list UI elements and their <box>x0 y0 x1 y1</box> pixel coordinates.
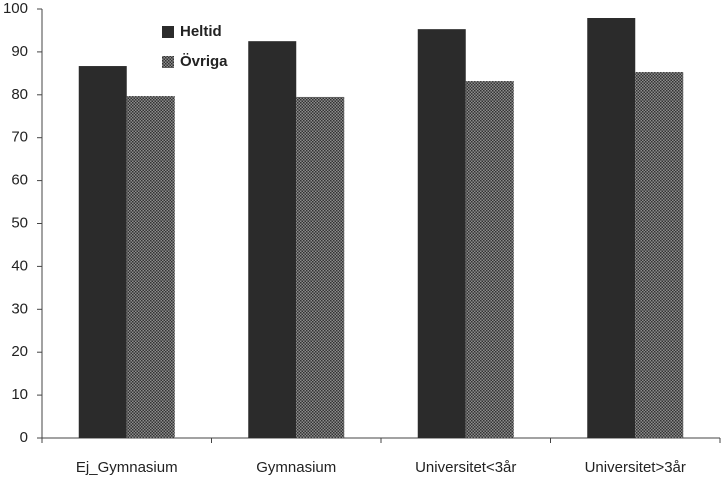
bar <box>465 81 514 439</box>
legend: Heltid Övriga <box>162 23 228 70</box>
legend-label: Heltid <box>180 23 222 40</box>
legend-swatch <box>162 56 174 68</box>
bar <box>248 41 297 439</box>
x-tick-label: Universitet<3år <box>415 459 516 476</box>
y-tick-label: 30 <box>11 300 28 317</box>
legend-label: Övriga <box>180 53 228 70</box>
y-tick-label: 80 <box>11 86 28 103</box>
y-tick-label: 40 <box>11 257 28 274</box>
bar <box>78 66 127 438</box>
x-tick-label: Ej_Gymnasium <box>76 459 178 476</box>
bar <box>126 96 175 438</box>
y-tick-label: 70 <box>11 129 28 146</box>
y-tick-label: 90 <box>11 43 28 60</box>
bar <box>635 72 684 439</box>
bar <box>587 18 636 438</box>
y-tick-label: 60 <box>11 172 28 189</box>
y-tick-label: 0 <box>20 429 28 446</box>
bar <box>296 96 345 438</box>
bar <box>417 29 466 439</box>
y-tick-label: 50 <box>11 214 28 231</box>
x-tick-label: Gymnasium <box>256 459 336 476</box>
y-tick-label: 100 <box>3 0 28 17</box>
y-tick-label: 20 <box>11 343 28 360</box>
x-tick-label: Universitet>3år <box>585 459 686 476</box>
legend-swatch <box>162 26 174 38</box>
y-tick-label: 10 <box>11 386 28 403</box>
